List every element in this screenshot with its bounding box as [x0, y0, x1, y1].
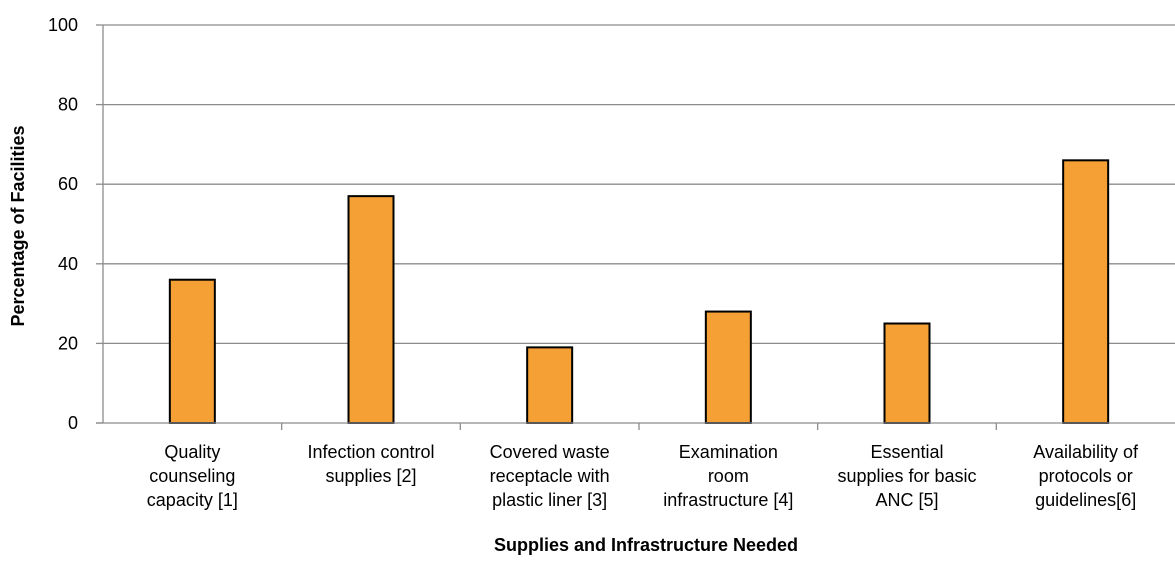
- x-tick-label: Quality counseling capacity [1]: [147, 442, 238, 510]
- y-tick-label: 40: [58, 254, 78, 274]
- x-tick-label: Examination room infrastructure [4]: [663, 442, 793, 510]
- y-axis-title: Percentage of Facilities: [8, 125, 28, 326]
- x-tick-label-line: capacity [1]: [147, 490, 238, 510]
- x-tick-label-line: Examination: [679, 442, 778, 462]
- x-tick-label-line: room: [708, 466, 749, 486]
- x-tick-label-line: Availability of: [1033, 442, 1139, 462]
- x-axis: Quality counseling capacity [1] Infection c…: [96, 422, 1175, 510]
- x-tick-label-line: protocols or: [1039, 466, 1133, 486]
- x-tick-label: Covered waste receptacle with plastic line…: [490, 442, 610, 510]
- x-tick-label: Infection control supplies [2]: [307, 442, 434, 486]
- bar: [526, 346, 574, 425]
- bars: [168, 159, 1110, 425]
- y-tick-label: 60: [58, 174, 78, 194]
- x-tick-label: Essential supplies for basic ANC [5]: [837, 442, 976, 510]
- bar: [168, 278, 216, 424]
- x-tick-label-line: guidelines[6]: [1035, 490, 1136, 510]
- x-tick-label: Availability of protocols or guidelines[6]: [1033, 442, 1139, 510]
- x-axis-title: Supplies and Infrastructure Needed: [494, 535, 798, 555]
- x-tick-label-line: supplies [2]: [325, 466, 416, 486]
- y-tick-label: 20: [58, 333, 78, 353]
- x-tick-label-line: supplies for basic: [837, 466, 976, 486]
- x-tick-label-line: Infection control: [307, 442, 434, 462]
- y-tick-label: 100: [48, 15, 78, 35]
- gridlines: [103, 24, 1175, 345]
- bar: [704, 310, 752, 424]
- x-tick-label-line: plastic liner [3]: [492, 490, 607, 510]
- x-tick-label-line: Quality: [164, 442, 220, 462]
- x-tick-label-line: receptacle with: [490, 466, 610, 486]
- x-tick-label-line: ANC [5]: [875, 490, 938, 510]
- bar: [883, 322, 931, 424]
- bar: [347, 195, 395, 424]
- x-tick-label-line: Essential: [870, 442, 943, 462]
- x-tick-label-line: infrastructure [4]: [663, 490, 793, 510]
- y-tick-label: 0: [68, 413, 78, 433]
- x-tick-label-line: counseling: [149, 466, 235, 486]
- y-tick-label: 80: [58, 95, 78, 115]
- x-tick-label-line: Covered waste: [490, 442, 610, 462]
- y-axis: 0 20 40 60 80 100: [48, 15, 104, 433]
- bar: [1062, 159, 1110, 424]
